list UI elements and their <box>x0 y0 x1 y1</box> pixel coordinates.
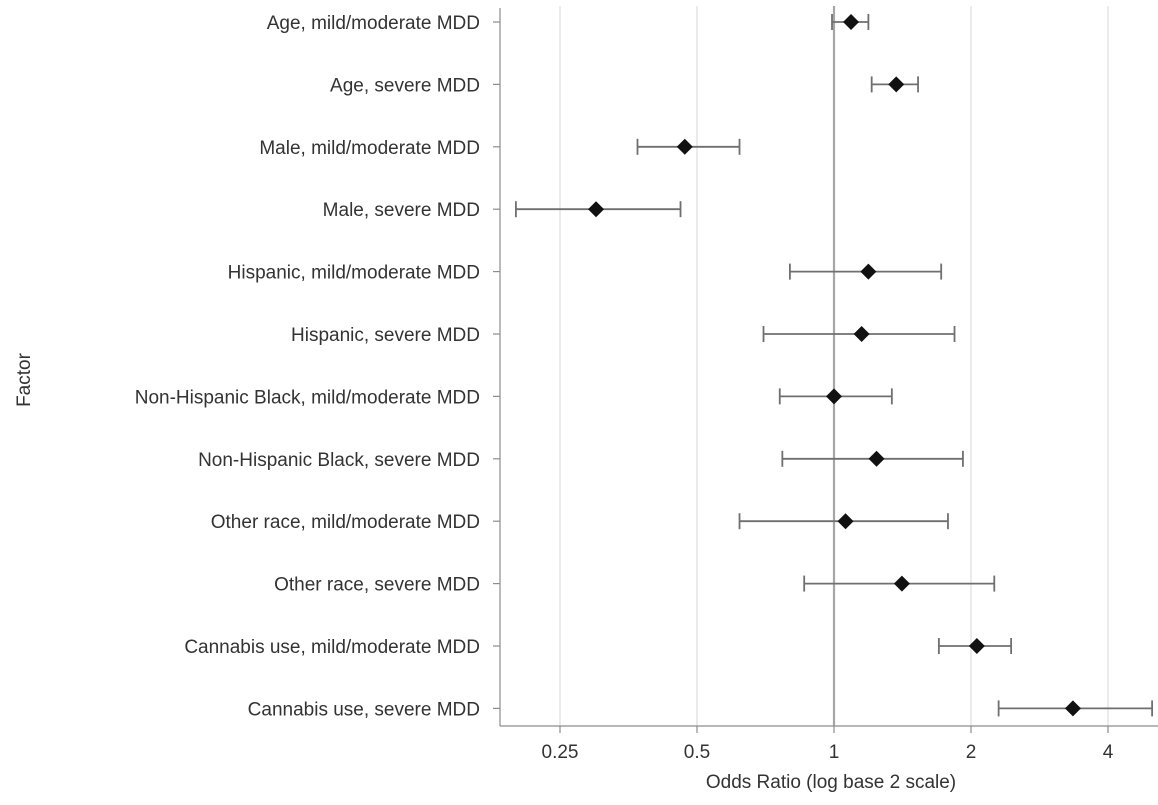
odds-ratio-point <box>893 575 910 592</box>
category-label: Age, mild/moderate MDD <box>267 13 480 34</box>
odds-ratio-point <box>868 450 885 467</box>
odds-ratio-point <box>588 201 605 218</box>
grid-layer <box>559 6 1109 726</box>
data-layer <box>514 14 1154 717</box>
category-label: Hispanic, mild/moderate MDD <box>228 263 480 284</box>
x-axis-title: Odds Ratio (log base 2 scale) <box>706 772 956 793</box>
category-label: Male, mild/moderate MDD <box>259 138 480 159</box>
category-label: Cannabis use, severe MDD <box>248 699 480 720</box>
odds-ratio-point <box>826 388 842 405</box>
x-tick-label: 2 <box>966 742 977 763</box>
odds-ratio-point <box>853 326 870 342</box>
x-tick-labels: 0.25 0.5 1 2 4 <box>542 726 1114 763</box>
x-tick-label: 4 <box>1103 742 1114 763</box>
category-label: Male, severe MDD <box>323 200 480 221</box>
odds-ratio-point <box>860 263 877 280</box>
category-label: Cannabis use, mild/moderate MDD <box>184 637 480 658</box>
x-tick-label: 0.5 <box>684 742 710 763</box>
category-label: Non-Hispanic Black, severe MDD <box>198 450 480 471</box>
odds-ratio-point <box>837 513 854 530</box>
odds-ratio-point <box>888 76 905 93</box>
odds-ratio-point <box>1064 700 1081 717</box>
odds-ratio-point <box>843 14 860 30</box>
category-labels: Age, mild/moderate MDD Age, severe MDD Mal… <box>135 13 500 720</box>
odds-ratio-point <box>676 138 693 155</box>
category-label: Age, severe MDD <box>330 75 480 96</box>
category-label: Other race, severe MDD <box>274 575 480 596</box>
category-label: Non-Hispanic Black, mild/moderate MDD <box>135 387 480 408</box>
x-tick-label: 1 <box>829 742 840 763</box>
odds-ratio-point <box>968 638 985 654</box>
y-axis-title: Factor <box>14 352 35 407</box>
x-tick-label: 0.25 <box>542 742 579 763</box>
axis-layer <box>499 8 1158 727</box>
category-label: Other race, mild/moderate MDD <box>211 512 480 533</box>
category-label: Hispanic, severe MDD <box>291 325 480 346</box>
